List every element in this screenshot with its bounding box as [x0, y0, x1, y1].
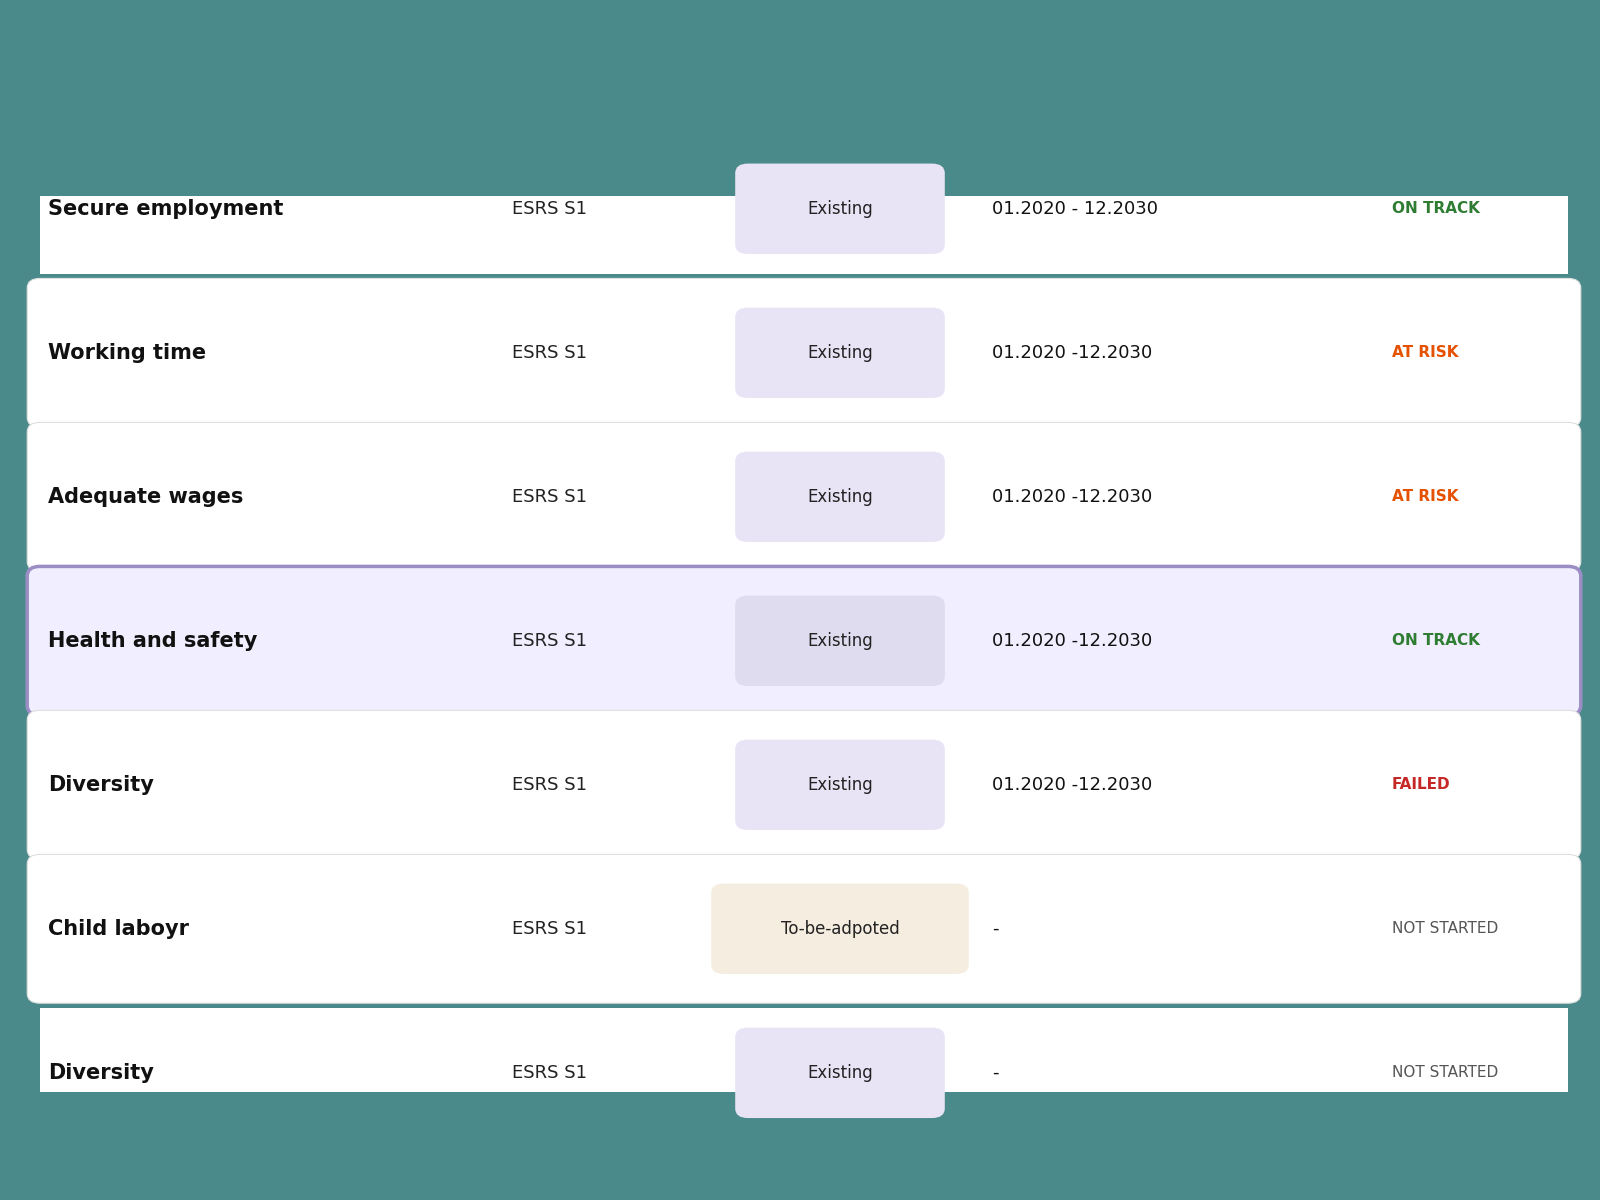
Text: -: - — [992, 919, 998, 938]
Text: ON TRACK: ON TRACK — [1392, 202, 1480, 216]
FancyBboxPatch shape — [27, 278, 1581, 427]
Text: 01.2020 -12.2030: 01.2020 -12.2030 — [992, 631, 1152, 649]
FancyBboxPatch shape — [27, 998, 1581, 1147]
Text: Child laboyr: Child laboyr — [48, 919, 189, 938]
Text: Diversity: Diversity — [48, 1063, 154, 1082]
FancyBboxPatch shape — [736, 451, 944, 542]
Text: 01.2020 -12.2030: 01.2020 -12.2030 — [992, 775, 1152, 794]
Text: ESRS S1: ESRS S1 — [512, 487, 587, 505]
FancyBboxPatch shape — [27, 422, 1581, 571]
Text: AT RISK: AT RISK — [1392, 346, 1459, 360]
Text: ESRS S1: ESRS S1 — [512, 631, 587, 649]
Text: 01.2020 -12.2030: 01.2020 -12.2030 — [992, 343, 1152, 362]
Text: ESRS S1: ESRS S1 — [512, 199, 587, 217]
Text: Health and safety: Health and safety — [48, 631, 258, 650]
FancyBboxPatch shape — [27, 134, 1581, 283]
Text: Existing: Existing — [806, 631, 874, 649]
Text: Diversity: Diversity — [48, 775, 154, 794]
Text: Working time: Working time — [48, 343, 206, 362]
Text: Existing: Existing — [806, 487, 874, 505]
Text: NOT STARTED: NOT STARTED — [1392, 922, 1498, 936]
FancyBboxPatch shape — [736, 595, 944, 686]
Text: ON TRACK: ON TRACK — [1392, 634, 1480, 648]
Text: Existing: Existing — [806, 1063, 874, 1082]
FancyBboxPatch shape — [27, 710, 1581, 859]
FancyBboxPatch shape — [27, 566, 1581, 715]
Text: 01.2020 -12.2030: 01.2020 -12.2030 — [992, 487, 1152, 505]
FancyBboxPatch shape — [27, 854, 1581, 1003]
FancyBboxPatch shape — [736, 307, 944, 398]
Text: Secure employment: Secure employment — [48, 199, 283, 218]
Text: Adequate wages: Adequate wages — [48, 487, 243, 506]
Text: To-be-adpoted: To-be-adpoted — [781, 919, 899, 938]
FancyBboxPatch shape — [712, 883, 968, 974]
Text: ESRS S1: ESRS S1 — [512, 775, 587, 794]
FancyBboxPatch shape — [736, 1027, 944, 1118]
Text: AT RISK: AT RISK — [1392, 490, 1459, 504]
FancyBboxPatch shape — [736, 739, 944, 830]
Text: Existing: Existing — [806, 343, 874, 362]
Text: ESRS S1: ESRS S1 — [512, 1063, 587, 1082]
Text: NOT STARTED: NOT STARTED — [1392, 1066, 1498, 1080]
Text: ESRS S1: ESRS S1 — [512, 343, 587, 362]
Text: ESRS S1: ESRS S1 — [512, 919, 587, 938]
Text: Existing: Existing — [806, 775, 874, 794]
Text: -: - — [992, 1063, 998, 1082]
Text: 01.2020 - 12.2030: 01.2020 - 12.2030 — [992, 199, 1158, 217]
Text: FAILED: FAILED — [1392, 778, 1451, 792]
Text: Existing: Existing — [806, 199, 874, 217]
FancyBboxPatch shape — [736, 163, 944, 254]
